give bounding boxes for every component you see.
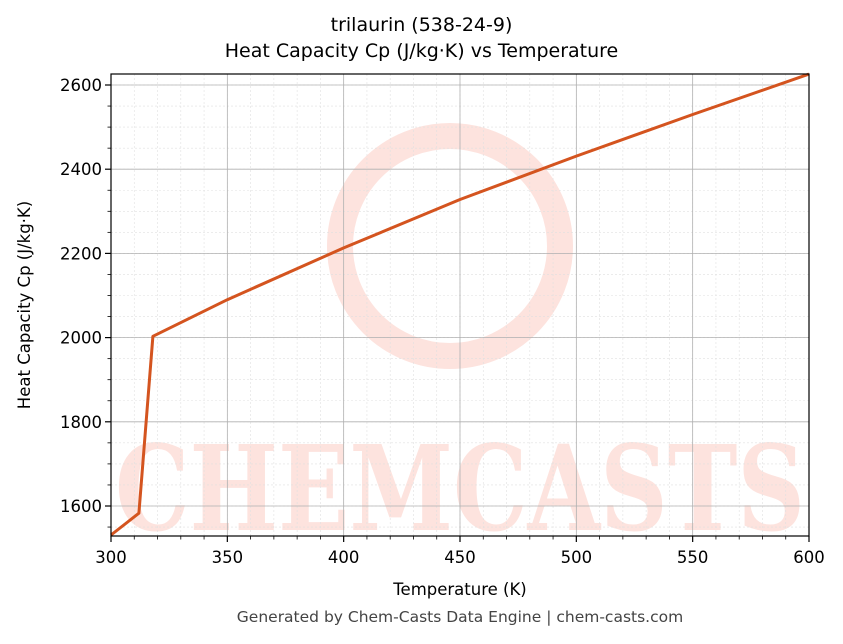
y-tick-label: 2600 — [60, 76, 102, 95]
series-line — [110, 72, 810, 537]
y-tick-label: 1800 — [60, 413, 102, 432]
x-tick-label: 600 — [793, 548, 825, 567]
y-tick-label: 2400 — [60, 160, 102, 179]
y-tick-label: 2000 — [60, 329, 102, 348]
y-axis-label: Heat Capacity Cp (J/kg·K) — [15, 201, 34, 409]
x-tick-label: 450 — [444, 548, 476, 567]
y-tick-label: 2200 — [60, 244, 102, 263]
x-tick-label: 300 — [95, 548, 127, 567]
x-tick-label: 400 — [328, 548, 360, 567]
x-tick-label: 500 — [561, 548, 593, 567]
x-tick-label: 550 — [677, 548, 709, 567]
x-tick-label: 350 — [212, 548, 244, 567]
chart-title: trilaurin (538-24-9) — [330, 14, 513, 36]
y-tick-label: 1600 — [60, 497, 102, 516]
x-axis-label: Temperature (K) — [392, 580, 526, 599]
watermark-ring — [327, 123, 573, 369]
footer-credit: Generated by Chem-Casts Data Engine | ch… — [236, 608, 684, 626]
chart-subtitle: Heat Capacity Cp (J/kg·K) vs Temperature — [224, 40, 619, 62]
